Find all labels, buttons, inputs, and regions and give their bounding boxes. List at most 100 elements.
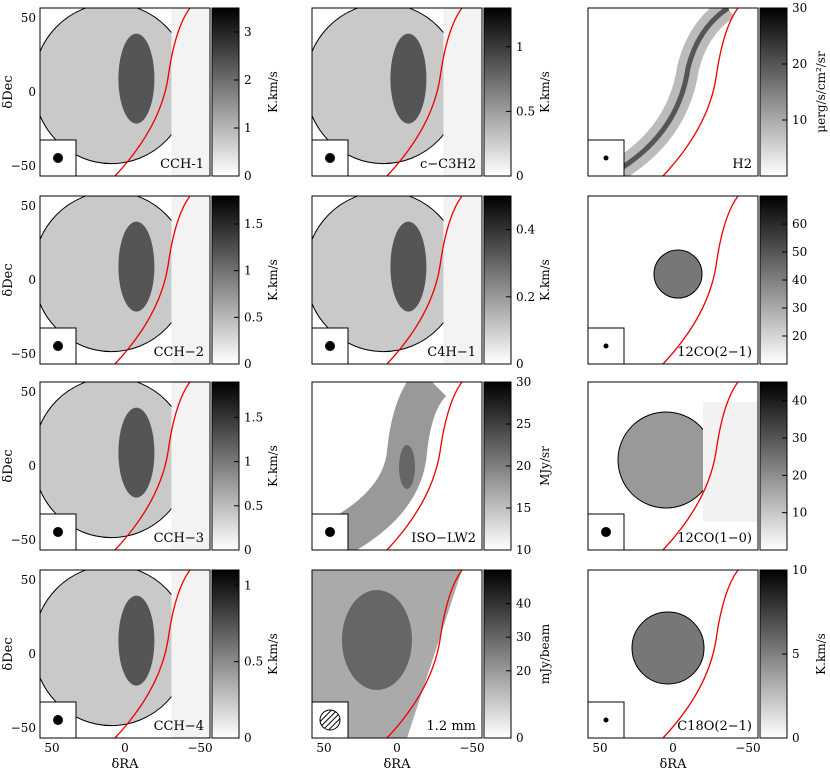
ionization-front-line (386, 8, 463, 176)
map-panel: CCH−3 0 0.5 1 1.5 K.km/s 50 0 −50 δDec (1, 381, 280, 557)
ionization-front-line (114, 8, 191, 176)
map-frame (39, 381, 211, 551)
colorbar-tick-label: 0.5 (516, 104, 535, 118)
map-frame (587, 195, 759, 365)
map-panel: CCH−4 0 0.5 1 K.km/s 50 0 −50 δDec 50 0 −50 δRA (1, 569, 280, 772)
colorbar-label: mJy/beam (538, 623, 552, 684)
colorbar-tick-label: 40 (792, 273, 807, 287)
map-frame (39, 195, 211, 365)
ionization-front-line (114, 196, 191, 364)
colorbar-tick-label: 0 (244, 731, 252, 745)
panel-label: 12CO(2−1) (677, 345, 752, 360)
x-tick-label: 0 (121, 741, 129, 755)
panel-label: 12CO(1−0) (677, 531, 752, 546)
colorbar-tick-label: 20 (516, 664, 531, 678)
colorbar (211, 7, 240, 177)
masked-region (171, 8, 210, 176)
map-panel: H2 10 20 30 μerg/s/cm²/sr (587, 1, 828, 177)
colorbar-tick-label: 0.5 (244, 655, 263, 669)
colorbar-tick-label: 1 (244, 455, 252, 469)
colorbar (211, 195, 240, 365)
map-panel: 12CO(2−1) 20 30 40 50 60 (587, 195, 807, 365)
x-tick-label: 0 (393, 741, 401, 755)
map-frame (587, 569, 759, 739)
colorbar-tick-label: 40 (516, 597, 531, 611)
colorbar-label: μerg/s/cm²/sr (814, 51, 828, 133)
x-axis-label: δRA (111, 757, 139, 772)
colorbar-tick-label: 0 (244, 543, 252, 557)
x-tick-label: −50 (187, 741, 212, 755)
panel-label: CCH−2 (154, 345, 204, 360)
map-frame (39, 569, 211, 739)
emission-peak (118, 33, 155, 124)
emission-disk (631, 611, 705, 685)
map-panel: CCH-1 0 1 2 3 K.km/s 50 0 −50 δDec (1, 7, 280, 183)
emission-peak (390, 221, 427, 312)
colorbar-label: MJy/sr (538, 446, 552, 486)
colorbar-tick-label: 0 (516, 357, 524, 371)
colorbar-tick-label: 0 (792, 731, 800, 745)
masked-region (171, 196, 210, 364)
y-tick-label: 0 (28, 85, 36, 99)
beam-marker (53, 527, 63, 537)
emission-peak (390, 33, 427, 124)
panel-label: CCH−3 (154, 531, 204, 546)
colorbar-tick-label: 0 (244, 357, 252, 371)
colorbar-tick-label: 1 (516, 40, 524, 54)
colorbar-tick-label: 30 (792, 1, 807, 15)
masked-region (443, 8, 482, 176)
colorbar-tick-label: 0.5 (244, 499, 263, 513)
colorbar-tick-label: 50 (792, 245, 807, 259)
colorbar-label: K.km/s (266, 445, 280, 487)
panel-label: CCH-1 (160, 157, 204, 172)
x-tick-label: 50 (44, 741, 59, 755)
colorbar-tick-label: 1 (244, 578, 252, 592)
panel-label: C4H−1 (427, 345, 476, 360)
colorbar-label: K.km/s (266, 633, 280, 675)
colorbar (211, 569, 240, 739)
y-tick-label: −50 (11, 533, 36, 547)
y-tick-label: −50 (11, 347, 36, 361)
map-frame (311, 569, 483, 739)
colorbar-label: K.km/s (814, 633, 828, 675)
colorbar-label: K.km/s (266, 71, 280, 113)
map-panel: C4H−1 0 0.2 0.4 K.km/s (311, 195, 552, 371)
map-frame (587, 381, 759, 551)
colorbar-tick-label: 1 (244, 264, 252, 278)
colorbar-tick-label: 0 (516, 169, 524, 183)
beam-marker (53, 715, 63, 725)
colorbar-tick-label: 3 (244, 25, 252, 39)
x-tick-label: 50 (592, 741, 607, 755)
y-axis-label: δDec (1, 637, 16, 670)
x-tick-label: −50 (735, 741, 760, 755)
y-axis-label: δDec (1, 449, 16, 482)
emission-peak (118, 595, 155, 686)
colorbar-tick-label: 0 (244, 169, 252, 183)
colorbar-tick-label: 30 (516, 630, 531, 644)
colorbar (483, 7, 512, 177)
x-tick-label: −50 (459, 741, 484, 755)
beam-marker (603, 343, 609, 349)
ionization-front-line (662, 196, 739, 364)
masked-region (703, 402, 758, 522)
ionization-front-line (386, 196, 463, 364)
y-tick-label: 50 (21, 11, 36, 25)
map-frame (311, 195, 483, 365)
y-axis-label: δDec (1, 263, 16, 296)
y-tick-label: 50 (21, 385, 36, 399)
emission-disk (617, 411, 715, 509)
colorbar (483, 569, 512, 739)
colorbar-tick-label: 10 (792, 506, 807, 520)
map-frame (587, 7, 759, 177)
colorbar-tick-label: 5 (792, 647, 800, 661)
colorbar-tick-label: 10 (516, 543, 531, 557)
beam-marker (603, 717, 609, 723)
beam-box (587, 701, 625, 739)
map-frame (39, 7, 211, 177)
colorbar-tick-label: 10 (792, 113, 807, 127)
colorbar-tick-label: 2 (244, 73, 252, 87)
colorbar-tick-label: 1.5 (244, 217, 263, 231)
map-panel: ISO−LW2 10 15 20 25 30 MJy/sr (311, 375, 552, 557)
colorbar (211, 381, 240, 551)
